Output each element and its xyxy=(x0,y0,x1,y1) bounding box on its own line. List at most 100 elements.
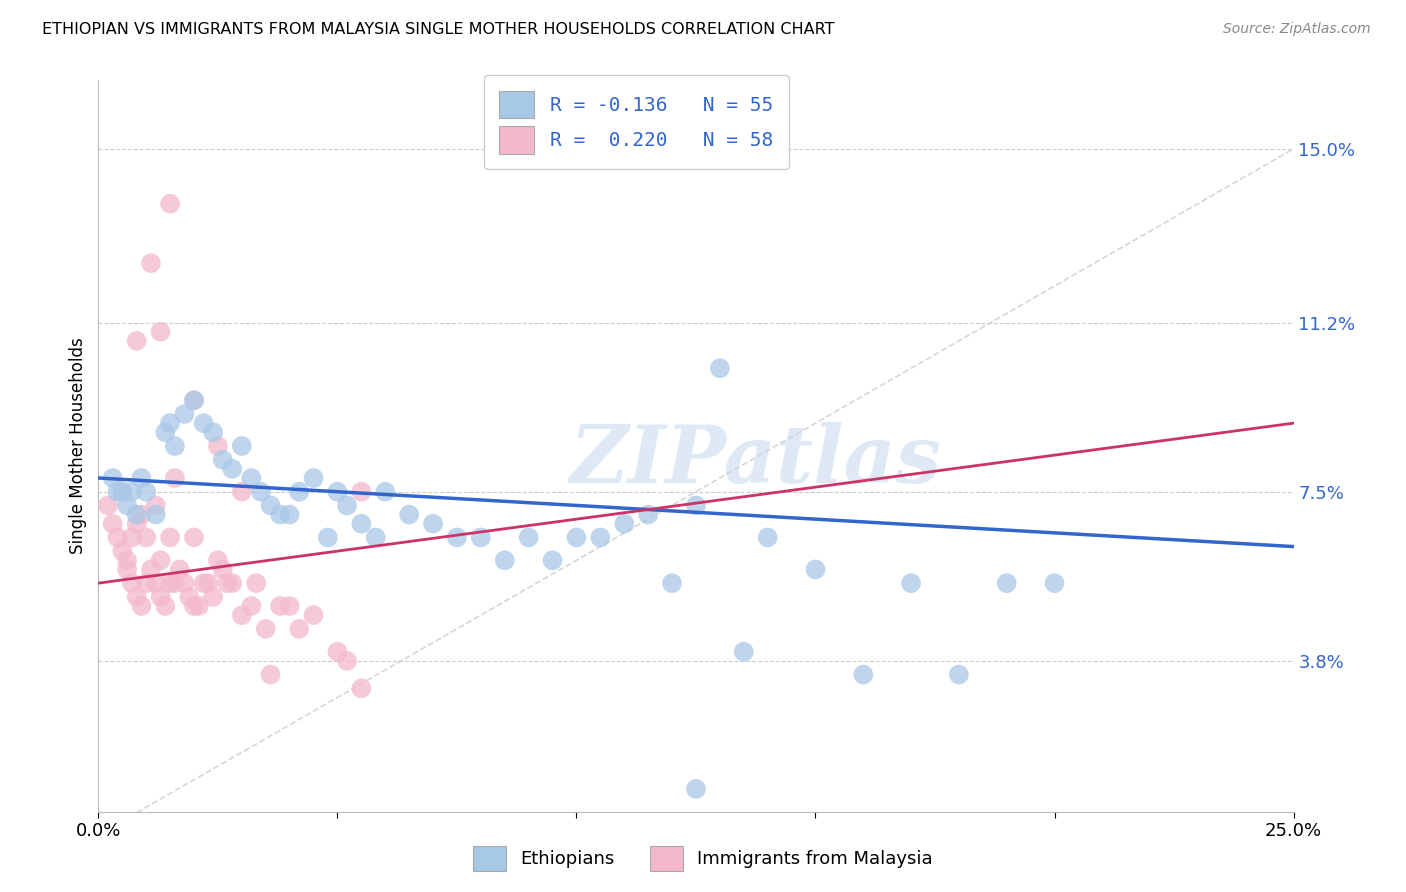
Point xyxy=(709,361,731,376)
Text: ZIPatlas: ZIPatlas xyxy=(569,422,942,500)
Point xyxy=(155,425,177,440)
Point xyxy=(541,553,564,567)
Point xyxy=(111,484,134,499)
Point xyxy=(183,393,205,408)
Point xyxy=(207,553,229,567)
Point xyxy=(336,654,359,668)
Point xyxy=(107,484,129,499)
Point xyxy=(217,576,239,591)
Point xyxy=(398,508,420,522)
Point xyxy=(159,530,181,544)
Point xyxy=(131,471,153,485)
Point xyxy=(159,416,181,430)
Point xyxy=(288,622,311,636)
Point xyxy=(278,599,301,613)
Point xyxy=(302,608,325,623)
Point xyxy=(1043,576,1066,591)
Point xyxy=(193,576,215,591)
Point xyxy=(197,576,219,591)
Point xyxy=(183,530,205,544)
Point xyxy=(288,484,311,499)
Point xyxy=(948,667,970,681)
Point xyxy=(169,562,191,576)
Text: ETHIOPIAN VS IMMIGRANTS FROM MALAYSIA SINGLE MOTHER HOUSEHOLDS CORRELATION CHART: ETHIOPIAN VS IMMIGRANTS FROM MALAYSIA SI… xyxy=(42,22,835,37)
Point xyxy=(374,484,396,499)
Point xyxy=(245,576,267,591)
Point xyxy=(589,530,612,544)
Point xyxy=(326,645,349,659)
Point xyxy=(231,439,253,453)
Point xyxy=(685,781,707,796)
Point xyxy=(207,439,229,453)
Point xyxy=(900,576,922,591)
Point xyxy=(302,471,325,485)
Point xyxy=(163,439,186,453)
Point xyxy=(121,576,143,591)
Point xyxy=(202,425,225,440)
Point xyxy=(163,576,186,591)
Y-axis label: Single Mother Households: Single Mother Households xyxy=(69,338,87,554)
Point xyxy=(173,576,195,591)
Point xyxy=(517,530,540,544)
Legend: Ethiopians, Immigrants from Malaysia: Ethiopians, Immigrants from Malaysia xyxy=(465,838,941,879)
Text: Source: ZipAtlas.com: Source: ZipAtlas.com xyxy=(1223,22,1371,37)
Point xyxy=(250,484,273,499)
Point xyxy=(111,484,134,499)
Point xyxy=(221,576,243,591)
Point xyxy=(135,530,157,544)
Point xyxy=(240,599,263,613)
Point xyxy=(125,590,148,604)
Legend: R = -0.136   N = 55, R =  0.220   N = 58: R = -0.136 N = 55, R = 0.220 N = 58 xyxy=(484,75,789,169)
Point xyxy=(135,484,157,499)
Point xyxy=(254,622,277,636)
Point xyxy=(211,452,233,467)
Point xyxy=(121,484,143,499)
Point xyxy=(111,544,134,558)
Point xyxy=(804,562,827,576)
Point xyxy=(350,484,373,499)
Point xyxy=(131,508,153,522)
Point xyxy=(269,508,291,522)
Point xyxy=(470,530,492,544)
Point xyxy=(202,590,225,604)
Point xyxy=(756,530,779,544)
Point xyxy=(139,562,162,576)
Point xyxy=(336,499,359,513)
Point xyxy=(446,530,468,544)
Point xyxy=(685,499,707,513)
Point xyxy=(101,471,124,485)
Point xyxy=(163,471,186,485)
Point xyxy=(422,516,444,531)
Point xyxy=(139,256,162,270)
Point xyxy=(97,499,120,513)
Point xyxy=(173,407,195,421)
Point xyxy=(125,516,148,531)
Point xyxy=(661,576,683,591)
Point xyxy=(231,608,253,623)
Point xyxy=(995,576,1018,591)
Point xyxy=(155,599,177,613)
Point xyxy=(350,516,373,531)
Point xyxy=(350,681,373,696)
Point xyxy=(316,530,339,544)
Point xyxy=(179,590,201,604)
Point xyxy=(159,576,181,591)
Point xyxy=(637,508,659,522)
Point xyxy=(145,499,167,513)
Point xyxy=(125,508,148,522)
Point xyxy=(183,599,205,613)
Point xyxy=(326,484,349,499)
Point xyxy=(240,471,263,485)
Point xyxy=(278,508,301,522)
Point xyxy=(125,334,148,348)
Point xyxy=(131,599,153,613)
Point xyxy=(115,499,138,513)
Point xyxy=(101,516,124,531)
Point xyxy=(135,576,157,591)
Point xyxy=(221,462,243,476)
Point xyxy=(259,667,281,681)
Point xyxy=(733,645,755,659)
Point xyxy=(183,393,205,408)
Point xyxy=(145,508,167,522)
Point xyxy=(852,667,875,681)
